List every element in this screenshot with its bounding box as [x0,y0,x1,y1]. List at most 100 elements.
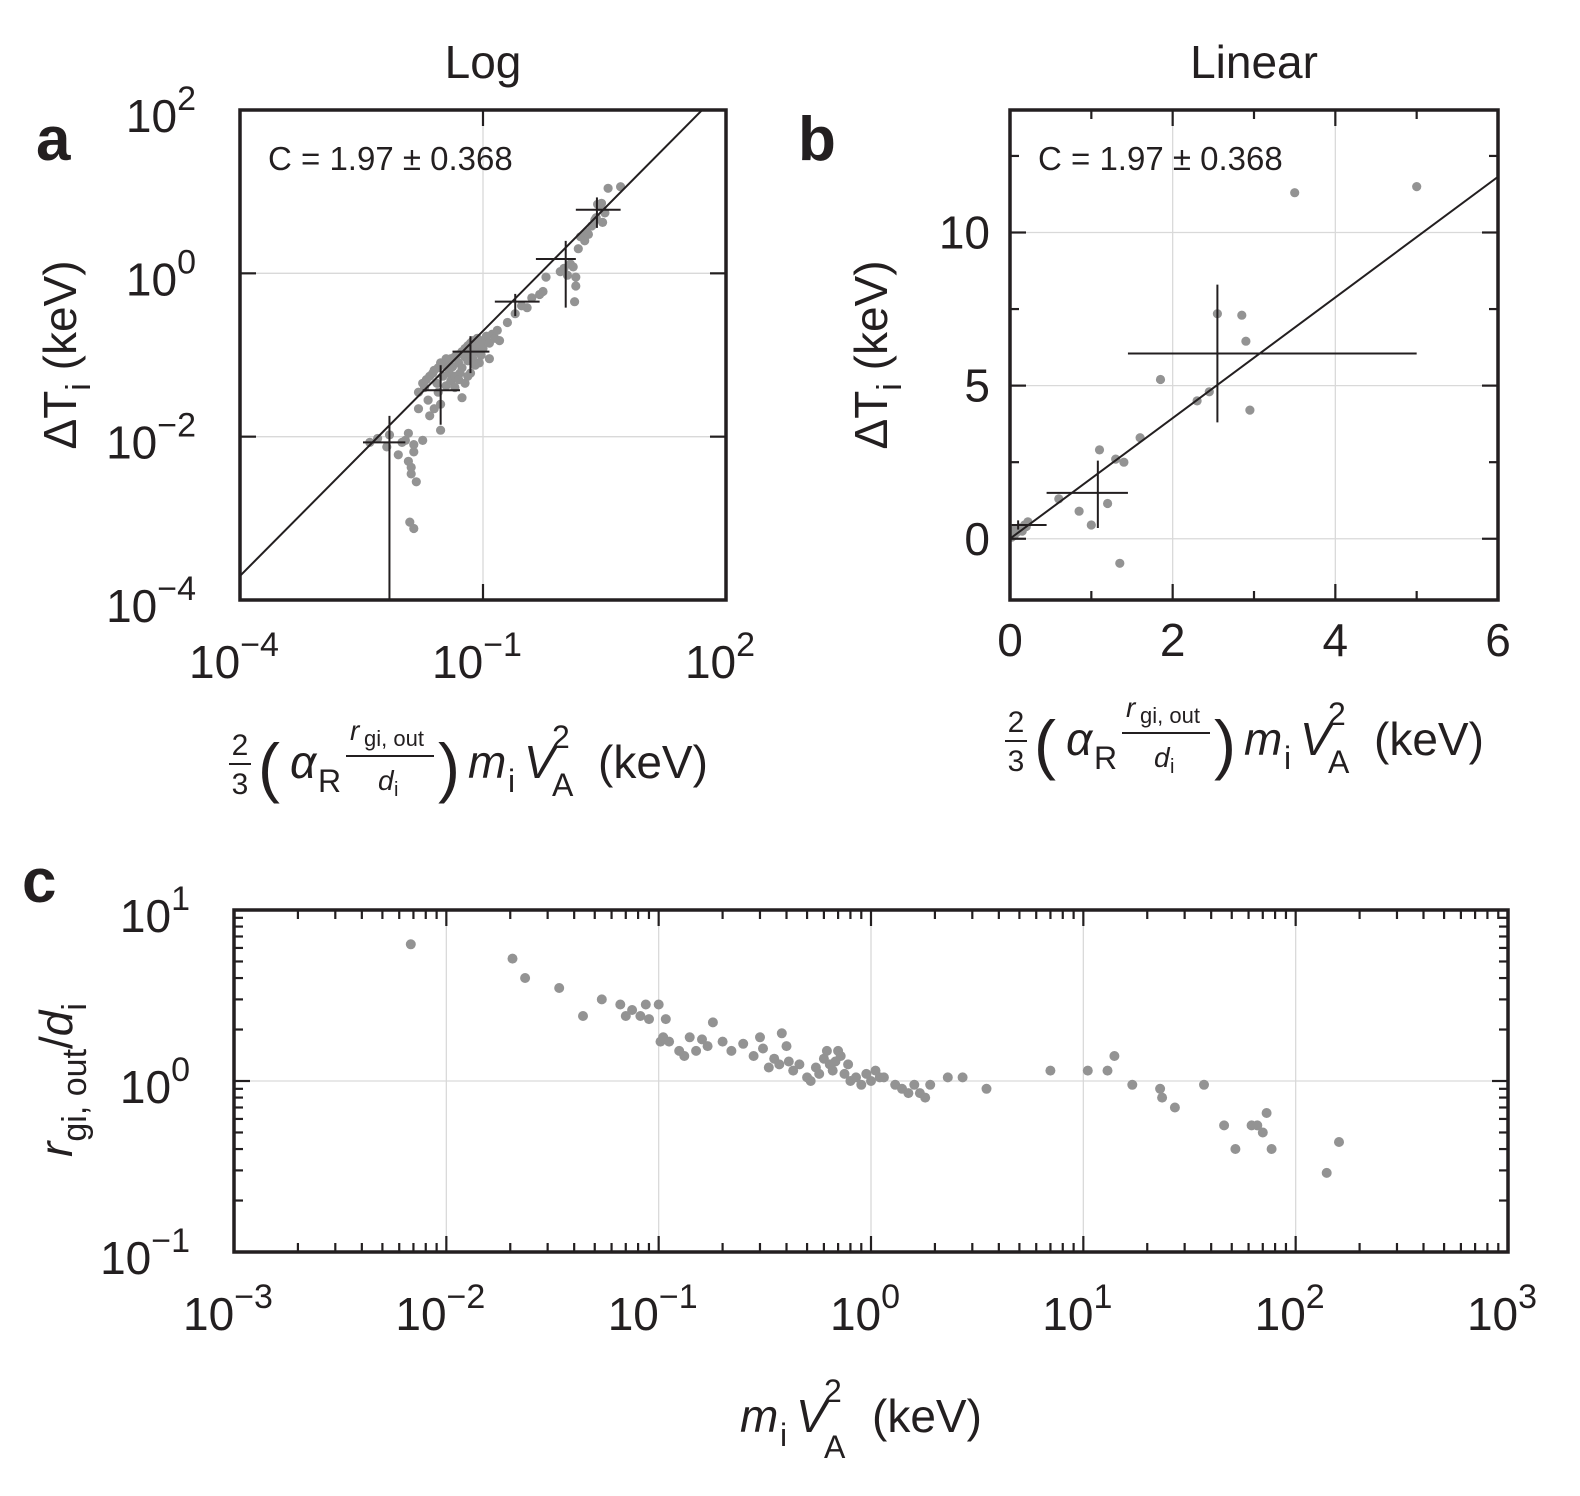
data-point [393,450,403,460]
data-point [1241,336,1251,346]
data-point [522,303,532,313]
y-tick-label: 10−1 [100,1222,190,1284]
data-point [573,244,583,254]
panel-a-xlabel: 2 3 ( α R r gi, out d i ) m i V 2 A (keV… [229,715,708,804]
panel-a-letter: a [36,105,71,174]
data-point [457,363,467,373]
data-point [571,272,581,282]
panel-a-errorbars [362,197,621,600]
data-point [774,1059,785,1070]
data-point [1219,1120,1230,1131]
data-point [653,999,664,1010]
data-point [406,469,416,479]
svg-text:m: m [740,1390,778,1442]
data-point [494,336,505,346]
data-point [413,404,424,414]
svg-text:i: i [1170,756,1174,778]
panel-c-xlabel: m i V 2 A (keV) [740,1373,982,1465]
data-point [1045,1065,1056,1076]
svg-text:A: A [1328,744,1350,780]
data-point [1109,1051,1120,1061]
panel-a-ylabel: ΔT.i (keV) [34,260,98,449]
data-point [1245,405,1255,415]
panel-b-ylabel: ΔTi (keV) [845,260,909,449]
panel-c: c 10−3 10−2 10−1 100 101 102 103 10−1 100 101 rgi… [22,847,1537,1465]
x-tick-label: 10−2 [395,1278,485,1340]
data-point [866,1076,876,1086]
data-point [1237,310,1247,320]
data-point [403,428,413,438]
fit-line [1010,175,1498,540]
data-point [644,1014,654,1025]
data-point [1157,1092,1168,1103]
svg-text:2: 2 [1008,706,1025,739]
data-point [583,229,594,239]
x-tick-label: 4 [1323,614,1349,666]
data-point [418,435,428,445]
x-tick-label: 103 [1467,1278,1537,1340]
panel-b-letter: b [798,105,836,174]
data-point [814,1068,825,1079]
panel-c-tick-labels: 10−3 10−2 10−1 100 101 102 103 10−1 100 101 [100,880,1537,1340]
data-point [781,1041,792,1052]
data-point [702,1041,713,1052]
data-point [925,1079,936,1090]
data-point [1115,558,1125,568]
svg-text:(: ( [1034,707,1056,781]
svg-text:V: V [524,736,559,788]
fit-line [240,110,704,577]
data-point [615,999,626,1010]
svg-text:rgi, out/di: rgi, out/di [30,1003,94,1157]
data-point [635,1011,646,1021]
data-point [620,1011,631,1021]
data-point [1266,1144,1277,1154]
data-point [755,1032,765,1043]
x-tick-label: 6 [1485,614,1511,666]
panel-b-title: Linear [1190,36,1318,88]
svg-text:): ) [1214,707,1236,781]
data-point [1086,520,1096,530]
data-point [697,1034,707,1045]
svg-text:2: 2 [824,1373,842,1409]
svg-text:i: i [394,779,398,801]
data-point [1155,374,1166,385]
svg-text:R: R [1094,740,1117,776]
data-point [726,1045,737,1056]
data-point [507,953,518,964]
data-point [436,425,446,435]
x-tick-label: 100 [830,1278,900,1340]
svg-text:gi, out: gi, out [364,726,424,751]
svg-text:2: 2 [1328,696,1346,732]
data-point [596,994,607,1005]
svg-text:i: i [1284,740,1291,776]
data-point [457,393,467,403]
panel-b-xlabel-unit: (keV) [1374,713,1484,765]
data-point [763,1062,774,1073]
data-point [843,1059,854,1070]
x-tick-label: 10−3 [183,1278,273,1340]
data-point [920,1092,931,1103]
x-tick-label: 10−1 [432,626,522,688]
data-point [1261,1108,1272,1118]
panel-b: b Linear C = 1.97 ± 0.368 0 2 4 6 0 5 10 ΔTi (… [798,36,1511,781]
data-point [409,440,419,450]
data-point [454,375,464,385]
data-point [1334,1137,1344,1147]
data-point [520,973,531,983]
data-point [425,411,435,421]
data-point [660,1014,671,1025]
data-point [783,1056,794,1067]
svg-text:V: V [796,1390,831,1442]
y-tick-label: 10−4 [106,570,196,632]
y-tick-label: 100 [126,243,196,305]
svg-text:m: m [1244,713,1282,765]
data-point [409,447,419,457]
y-tick-label: 10−2 [106,407,196,469]
data-point [411,477,421,487]
data-point [1119,457,1129,467]
data-point [776,1028,787,1039]
panel-a-tick-labels: 10−4 10−1 102 10−4 10−2 100 102 [106,80,755,688]
data-point [535,289,545,300]
svg-text:2: 2 [232,729,249,762]
